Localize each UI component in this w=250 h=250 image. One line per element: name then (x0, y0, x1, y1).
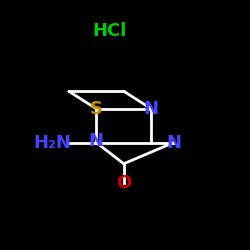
Text: S: S (90, 100, 103, 118)
Text: H₂N: H₂N (34, 134, 72, 152)
Text: HCl: HCl (93, 22, 127, 40)
Text: N: N (166, 134, 181, 152)
Text: N: N (144, 100, 159, 118)
Text: N: N (89, 132, 104, 150)
Text: O: O (116, 174, 132, 192)
